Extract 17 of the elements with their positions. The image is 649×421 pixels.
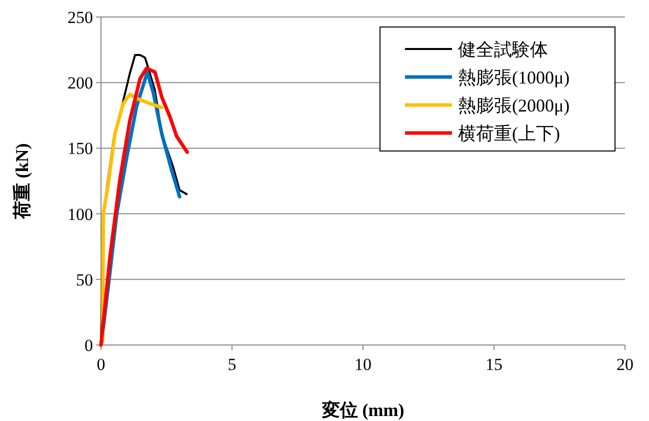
legend-label: 熱膨張(2000μ): [458, 95, 570, 116]
y-tick-label: 150: [68, 139, 93, 158]
x-axis-title: 変位 (mm): [320, 400, 404, 420]
x-tick-label: 15: [486, 355, 502, 374]
x-tick-label: 20: [616, 355, 634, 374]
y-axis-title: 荷重 (kN): [12, 143, 32, 220]
legend-label: 健全試験体: [458, 39, 548, 60]
y-tick-label: 200: [68, 74, 93, 93]
legend-label: 熱膨張(1000μ): [458, 67, 570, 88]
x-tick-label: 0: [96, 355, 106, 374]
y-tick-label: 250: [68, 8, 93, 27]
y-tick-label: 50: [76, 270, 93, 290]
x-tick-label: 10: [354, 355, 372, 374]
legend-label: 横荷重(上下): [458, 123, 560, 144]
x-tick-label: 5: [228, 355, 236, 374]
y-tick-label: 0: [84, 336, 93, 355]
y-tick-label: 100: [68, 204, 93, 224]
